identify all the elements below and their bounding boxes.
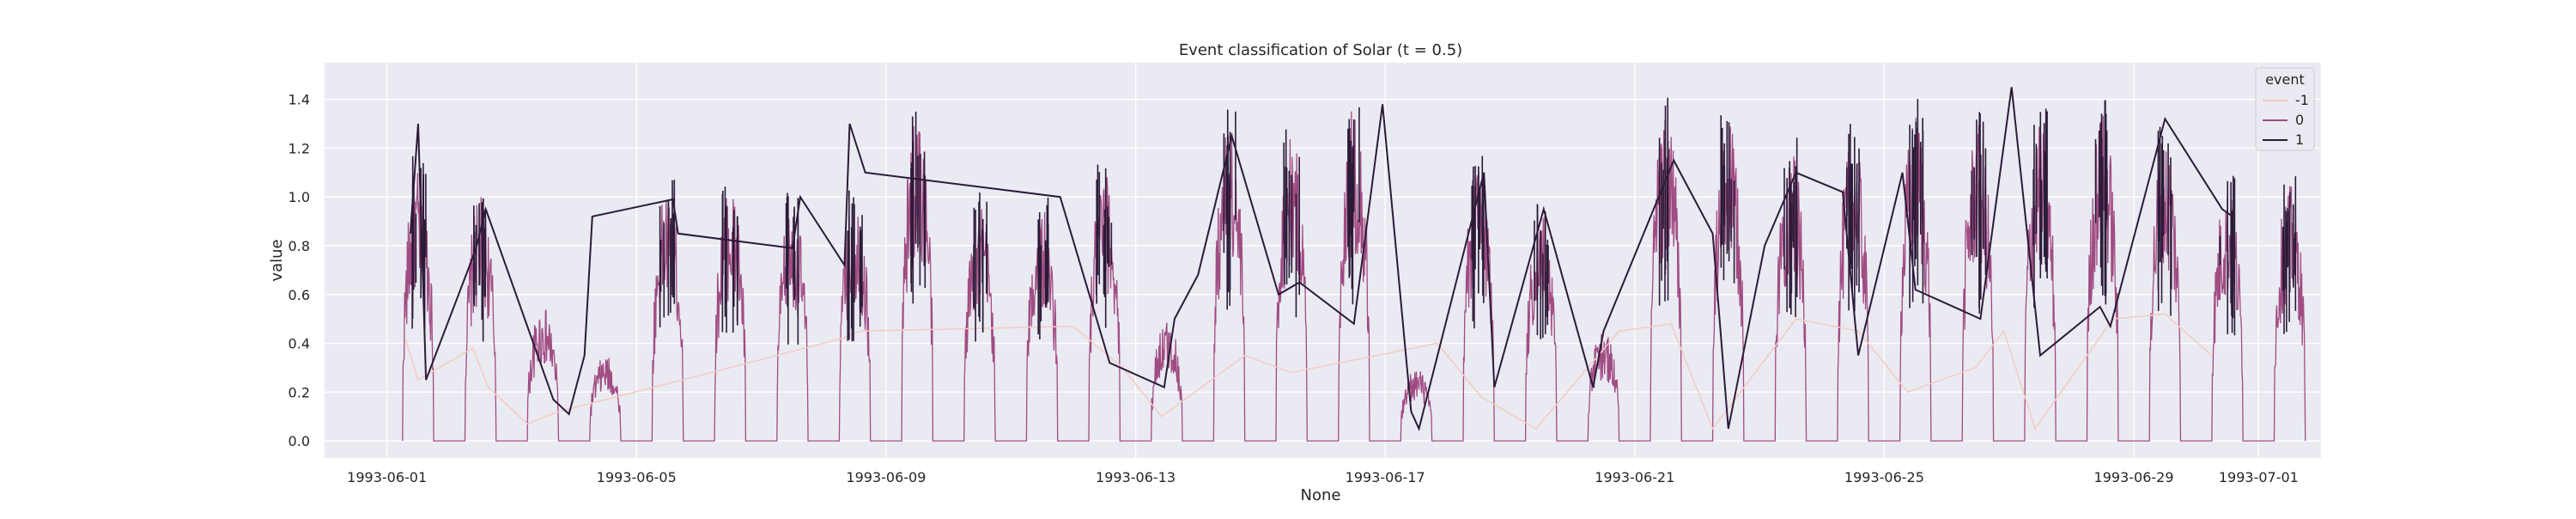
x-tick-label: 1993-07-01 bbox=[2219, 469, 2299, 485]
legend-frame bbox=[2255, 67, 2315, 151]
y-tick-label: 0.6 bbox=[289, 287, 310, 303]
x-tick-label: 1993-06-17 bbox=[1346, 469, 1425, 485]
legend-title: event bbox=[2265, 71, 2305, 88]
x-tick-label: 1993-06-21 bbox=[1595, 469, 1674, 485]
series-0-line bbox=[402, 111, 2306, 442]
y-tick-label: 0.8 bbox=[289, 238, 310, 254]
y-tick-label: 0.0 bbox=[289, 433, 310, 449]
x-tick-label: 1993-06-29 bbox=[2094, 469, 2174, 485]
x-axis-title: None bbox=[1301, 486, 1341, 504]
legend-label-1: 1 bbox=[2295, 131, 2304, 148]
y-tick-label: 0.4 bbox=[289, 336, 310, 352]
y-axis-title: value bbox=[268, 239, 286, 281]
plot-area bbox=[325, 63, 2321, 458]
x-tick-label: 1993-06-09 bbox=[846, 469, 926, 485]
legend-label-neg1: -1 bbox=[2295, 92, 2309, 108]
series-layer bbox=[402, 87, 2306, 442]
y-tick-label: 1.4 bbox=[289, 92, 310, 108]
x-tick-label: 1993-06-13 bbox=[1096, 469, 1176, 485]
y-tick-label: 1.2 bbox=[289, 140, 310, 156]
x-tick-label: 1993-06-25 bbox=[1844, 469, 1924, 485]
y-tick-labels: 0.0 0.2 0.4 0.6 0.8 1.0 1.2 1.4 bbox=[289, 92, 310, 450]
series-neg1-line bbox=[404, 313, 2213, 430]
y-tick-label: 1.0 bbox=[289, 189, 310, 205]
x-tick-label: 1993-06-01 bbox=[347, 469, 427, 485]
x-tick-labels: 1993-06-01 1993-06-05 1993-06-09 1993-06-13… bbox=[347, 469, 2299, 485]
x-tick-label: 1993-06-05 bbox=[597, 469, 677, 485]
chart-title: Event classification of Solar (t = 0.5) bbox=[1179, 41, 1462, 59]
legend: event -1 0 1 bbox=[2255, 67, 2315, 151]
legend-label-0: 0 bbox=[2295, 112, 2304, 128]
y-tick-label: 0.2 bbox=[289, 384, 310, 400]
